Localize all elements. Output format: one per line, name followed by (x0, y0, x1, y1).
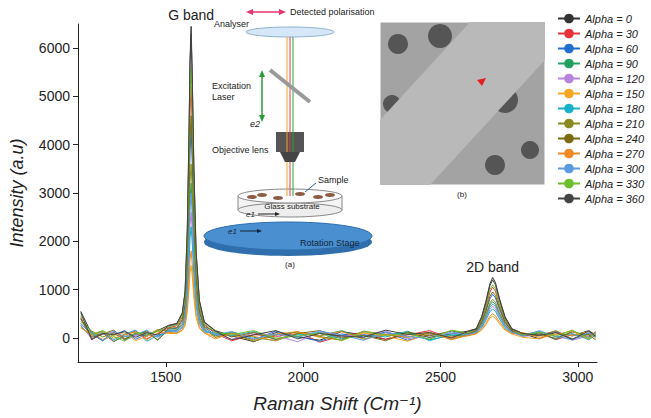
svg-text:5000: 5000 (39, 88, 70, 104)
svg-text:Alpha = 120: Alpha = 120 (584, 73, 645, 85)
svg-text:2000: 2000 (288, 369, 319, 385)
svg-text:1000: 1000 (39, 282, 70, 298)
svg-text:6000: 6000 (39, 40, 70, 56)
svg-text:Glass substrate: Glass substrate (264, 202, 320, 211)
svg-text:Alpha = 30: Alpha = 30 (584, 28, 639, 40)
svg-text:Laser: Laser (212, 92, 235, 102)
svg-text:(b): (b) (457, 190, 467, 199)
svg-text:3000: 3000 (562, 369, 593, 385)
svg-text:2D band: 2D band (466, 259, 519, 275)
svg-text:2500: 2500 (425, 369, 456, 385)
svg-text:e1: e1 (228, 227, 237, 236)
svg-text:e2: e2 (250, 119, 260, 129)
svg-text:0: 0 (62, 330, 70, 346)
svg-text:Intensity (a.u): Intensity (a.u) (7, 138, 27, 247)
svg-text:Sample: Sample (318, 175, 349, 185)
svg-text:Alpha = 270: Alpha = 270 (584, 148, 645, 160)
svg-text:Analyser: Analyser (214, 19, 249, 29)
svg-text:Alpha = 360: Alpha = 360 (584, 193, 645, 205)
svg-text:Alpha = 240: Alpha = 240 (584, 133, 645, 145)
svg-text:Raman Shift (Cm⁻¹): Raman Shift (Cm⁻¹) (253, 393, 421, 414)
svg-text:Alpha = 60: Alpha = 60 (584, 43, 639, 55)
svg-text:Alpha = 150: Alpha = 150 (584, 88, 645, 100)
svg-text:4000: 4000 (39, 137, 70, 153)
svg-text:Alpha = 300: Alpha = 300 (584, 163, 645, 175)
svg-text:Excitation: Excitation (212, 81, 251, 91)
svg-text:Alpha = 210: Alpha = 210 (584, 118, 645, 130)
svg-text:(a): (a) (285, 260, 295, 269)
svg-text:1500: 1500 (150, 369, 181, 385)
svg-text:Alpha = 90: Alpha = 90 (584, 58, 639, 70)
svg-text:G band: G band (168, 7, 214, 23)
svg-text:3000: 3000 (39, 185, 70, 201)
svg-text:Rotation Stage: Rotation Stage (300, 238, 360, 248)
svg-text:2000: 2000 (39, 233, 70, 249)
svg-text:Alpha = 330: Alpha = 330 (584, 178, 645, 190)
svg-text:Objective lens: Objective lens (212, 145, 269, 155)
svg-text:Alpha = 180: Alpha = 180 (584, 103, 645, 115)
svg-text:Alpha = 0: Alpha = 0 (584, 13, 633, 25)
svg-text:e1: e1 (246, 210, 255, 219)
svg-text:Detected polarisation: Detected polarisation (290, 7, 375, 17)
